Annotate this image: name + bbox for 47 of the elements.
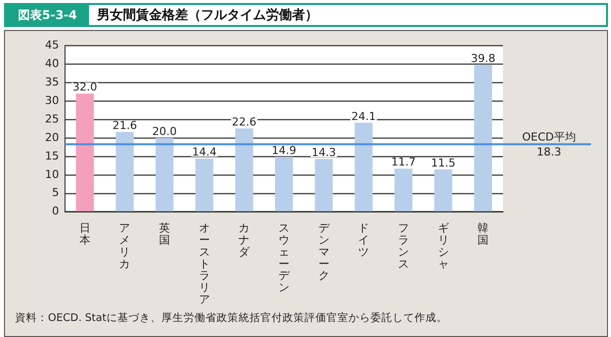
- data-label: 14.3: [312, 146, 336, 160]
- y-tick-label: 20: [44, 130, 59, 144]
- chart-title: 男女間賃金格差（フルタイム労働者）: [96, 7, 318, 24]
- data-label: 22.6: [232, 115, 256, 128]
- y-tick-label: 30: [44, 94, 59, 107]
- chart-subtitle: 図表5-3-4: [6, 5, 90, 25]
- data-label: 14.4: [192, 146, 217, 159]
- x-tick-label: 英国: [159, 222, 170, 247]
- bar: [195, 158, 214, 212]
- bar: [394, 168, 412, 212]
- y-tick-label: 25: [44, 112, 59, 126]
- bar: [235, 128, 254, 212]
- y-tick-label: 0: [52, 204, 59, 218]
- y-tick-label: 5: [52, 186, 59, 200]
- data-label: 21.6: [112, 119, 137, 132]
- data-label: 14.9: [272, 144, 296, 157]
- bar: [275, 156, 293, 212]
- x-tick-label: カナダ: [238, 222, 251, 258]
- x-tick-label: フランス: [398, 222, 409, 270]
- x-tick-label: ギリシャ: [438, 222, 449, 270]
- bar: [156, 138, 174, 212]
- data-label: 20.0: [152, 124, 177, 138]
- bar: [354, 122, 373, 212]
- bar: [76, 94, 94, 212]
- y-tick-label: 10: [44, 168, 59, 181]
- bar: [116, 132, 134, 212]
- bar: [474, 64, 492, 212]
- x-tick-label: オーストラリア: [198, 222, 210, 306]
- x-tick-label: 日本: [79, 222, 90, 247]
- data-label: 11.5: [431, 156, 456, 170]
- x-tick-label: アメリカ: [119, 222, 130, 270]
- y-tick-label: 15: [44, 149, 59, 162]
- bar: [314, 159, 333, 212]
- bar: [434, 169, 452, 212]
- text: 資料：OECD. Statに基づき、厚生労働省政策統括官付政策評価官室から委託して作成。: [15, 311, 448, 325]
- y-tick-label: 45: [44, 38, 59, 52]
- data-label: 24.1: [351, 110, 376, 123]
- ref-line-label: OECD平均 18.3: [522, 130, 576, 159]
- x-tick-label: 韓国: [478, 222, 489, 247]
- data-label: 39.8: [470, 52, 496, 65]
- x-tick-label: デンマーク: [318, 222, 330, 282]
- data-label: 11.7: [391, 156, 416, 169]
- y-tick-label: 35: [44, 75, 59, 88]
- x-tick-label: スウェーデン: [278, 222, 290, 294]
- x-tick-label: ドイツ: [358, 222, 370, 258]
- y-tick-label: 40: [44, 56, 59, 70]
- data-label: 32.0: [72, 80, 98, 94]
